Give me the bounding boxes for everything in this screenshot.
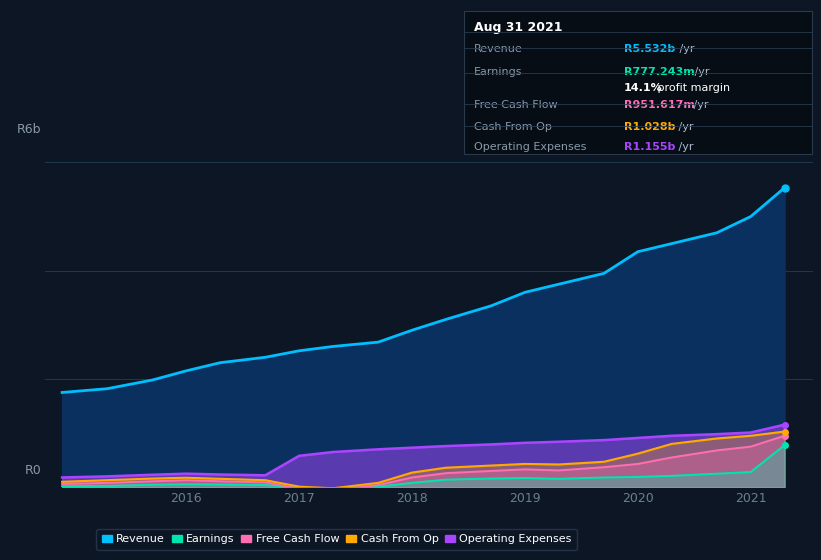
Text: R951.617m: R951.617m: [624, 100, 695, 110]
Text: /yr: /yr: [675, 122, 694, 132]
Text: R1.028b: R1.028b: [624, 122, 676, 132]
Text: Operating Expenses: Operating Expenses: [474, 142, 586, 152]
Legend: Revenue, Earnings, Free Cash Flow, Cash From Op, Operating Expenses: Revenue, Earnings, Free Cash Flow, Cash …: [96, 529, 577, 550]
Text: /yr: /yr: [676, 44, 695, 54]
Text: R0: R0: [25, 464, 41, 478]
Text: Aug 31 2021: Aug 31 2021: [474, 21, 562, 34]
Text: 14.1%: 14.1%: [624, 83, 663, 93]
Text: R6b: R6b: [16, 123, 41, 137]
Text: R777.243m: R777.243m: [624, 67, 695, 77]
Text: profit margin: profit margin: [654, 83, 730, 93]
Text: R1.155b: R1.155b: [624, 142, 676, 152]
Text: Earnings: Earnings: [474, 67, 522, 77]
Text: Free Cash Flow: Free Cash Flow: [474, 100, 557, 110]
Text: /yr: /yr: [691, 67, 710, 77]
Text: R5.532b: R5.532b: [624, 44, 675, 54]
Text: Cash From Op: Cash From Op: [474, 122, 552, 132]
Text: /yr: /yr: [675, 142, 694, 152]
Text: /yr: /yr: [690, 100, 709, 110]
Text: Revenue: Revenue: [474, 44, 522, 54]
